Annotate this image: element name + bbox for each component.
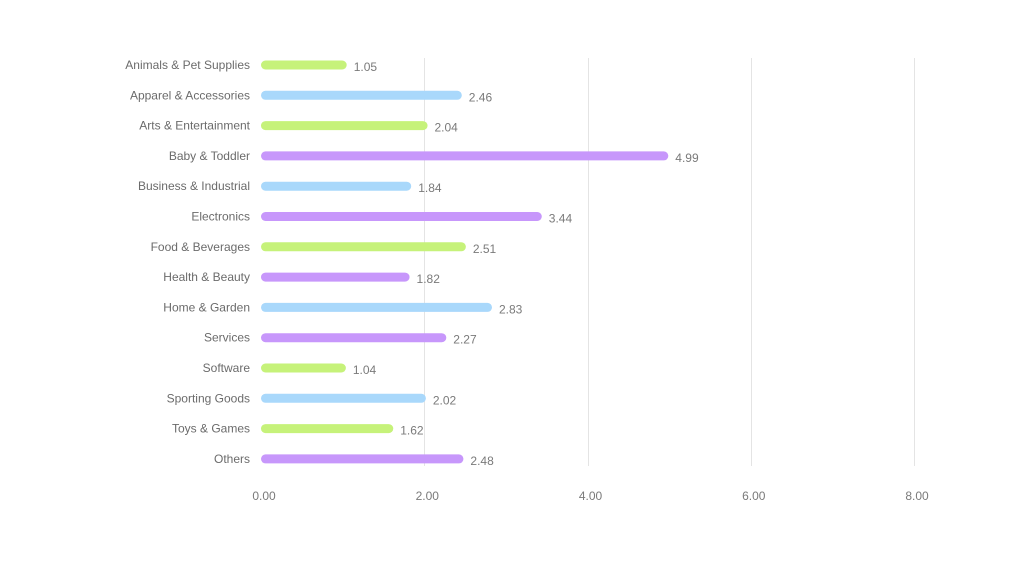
bar [261, 60, 347, 70]
bar [261, 363, 346, 373]
value-label: 2.83 [499, 302, 523, 316]
category-labels: Animals & Pet Supplies Apparel & Accessor… [125, 58, 250, 466]
value-label: 1.84 [418, 181, 442, 195]
x-tick-label: 6.00 [742, 489, 766, 503]
bar [261, 333, 447, 343]
bar [261, 272, 410, 282]
category-label: Others [214, 452, 250, 466]
bar [261, 151, 669, 161]
value-label: 2.04 [435, 121, 459, 135]
value-labels: 1.05 2.46 2.04 4.99 1.84 3.44 2.51 1.82 2.83 2.27… [353, 60, 699, 468]
category-label: Business & Industrial [138, 179, 250, 193]
value-label: 3.44 [549, 212, 573, 226]
x-tick-label: 8.00 [905, 489, 929, 503]
value-label: 1.04 [353, 363, 377, 377]
bar [261, 302, 492, 312]
bar [261, 121, 428, 131]
bar [261, 242, 466, 252]
category-label: Services [204, 331, 250, 345]
value-label: 2.48 [470, 454, 494, 468]
x-tick-label: 2.00 [416, 489, 440, 503]
bar [261, 181, 412, 191]
category-label: Arts & Entertainment [139, 119, 250, 133]
category-label: Health & Beauty [163, 270, 250, 284]
value-label: 2.51 [473, 242, 497, 256]
category-label: Food & Beverages [151, 240, 250, 254]
category-label: Baby & Toddler [169, 149, 250, 163]
category-label: Toys & Games [172, 422, 250, 436]
value-label: 1.62 [400, 424, 424, 438]
category-label: Software [203, 361, 251, 375]
x-tick-label: 4.00 [579, 489, 603, 503]
category-label: Apparel & Accessories [130, 88, 250, 102]
x-tick-label: 0.00 [252, 489, 276, 503]
x-axis-tick-labels: 0.00 2.00 4.00 6.00 8.00 [252, 489, 929, 503]
grid-lines [424, 58, 915, 466]
category-label: Electronics [191, 210, 250, 224]
category-label: Home & Garden [163, 300, 250, 314]
value-label: 2.46 [469, 90, 493, 104]
bars [261, 60, 669, 464]
bar [261, 424, 394, 434]
bar [261, 212, 542, 221]
bar [261, 90, 462, 100]
bar [261, 393, 426, 403]
value-label: 1.05 [354, 60, 378, 74]
value-label: 4.99 [675, 151, 699, 165]
value-label: 2.02 [433, 393, 457, 407]
value-label: 1.82 [417, 272, 441, 286]
category-label: Animals & Pet Supplies [125, 58, 250, 72]
category-label: Sporting Goods [167, 391, 250, 405]
value-label: 2.27 [453, 333, 477, 347]
bar [261, 454, 464, 464]
